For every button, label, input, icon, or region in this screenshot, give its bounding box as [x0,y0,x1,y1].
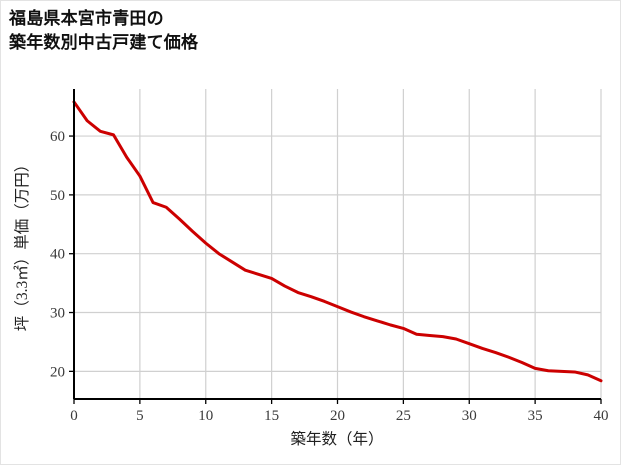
y-tick-label: 20 [50,364,65,380]
x-axis-title: 築年数（年） [290,430,383,448]
x-tick-label: 20 [330,408,345,424]
y-tick-label: 40 [50,247,65,263]
x-tick-label: 30 [462,408,477,424]
x-tick-label: 25 [396,408,411,424]
y-tick-label: 30 [50,306,65,322]
y-tick-label: 60 [50,129,65,145]
x-tick-label: 10 [198,408,213,424]
x-tick-label: 0 [70,408,78,424]
data-series-line [72,100,603,383]
y-axis-title: 坪（3.3㎡）単価（万円） [13,157,31,331]
y-tick-label: 50 [50,188,65,204]
x-tick-label: 35 [528,408,543,424]
axis-ticks [69,135,602,404]
gridlines [74,89,602,399]
x-tick-label: 5 [136,408,144,424]
x-tick-label: 15 [264,408,279,424]
axis-tick-labels: 0 5 10 15 20 25 30 35 40 20 30 40 50 60 [50,129,609,424]
x-tick-label: 40 [594,408,609,424]
page-title: 福島県本宮市青田の 築年数別中古戸建て価格 [9,9,199,53]
